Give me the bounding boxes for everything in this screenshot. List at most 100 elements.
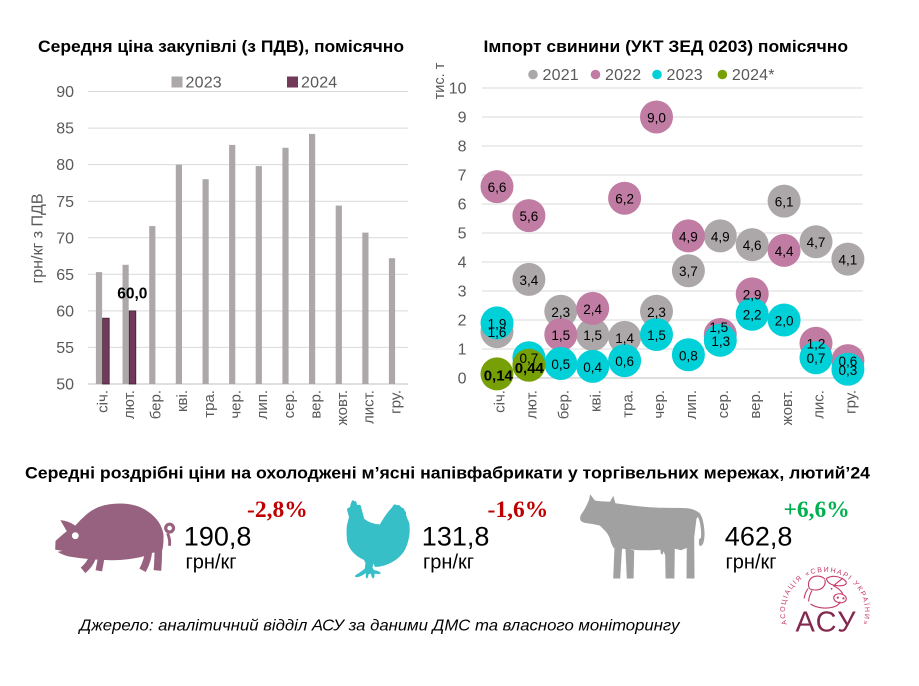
svg-text:1,5: 1,5 xyxy=(647,328,666,343)
svg-text:6,2: 6,2 xyxy=(615,192,634,207)
svg-text:1,4: 1,4 xyxy=(615,331,634,346)
svg-text:8: 8 xyxy=(458,139,467,156)
svg-text:9,0: 9,0 xyxy=(647,111,666,126)
svg-text:2,3: 2,3 xyxy=(647,305,666,320)
svg-text:бер.: бер. xyxy=(556,390,573,419)
svg-text:бер.: бер. xyxy=(148,390,165,419)
svg-text:1,6: 1,6 xyxy=(488,325,507,340)
svg-text:0,6: 0,6 xyxy=(615,354,634,369)
svg-text:4,9: 4,9 xyxy=(679,229,698,244)
svg-text:1,9: 1,9 xyxy=(488,316,507,331)
svg-text:4,6: 4,6 xyxy=(743,238,762,253)
svg-text:2024*: 2024* xyxy=(732,67,775,84)
svg-text:90: 90 xyxy=(56,84,74,101)
svg-text:0,8: 0,8 xyxy=(679,348,698,363)
svg-text:лист.: лист. xyxy=(361,390,378,424)
svg-text:гру.: гру. xyxy=(843,390,860,414)
svg-text:5: 5 xyxy=(458,226,467,243)
svg-text:4,1: 4,1 xyxy=(839,253,858,268)
svg-text:1,2: 1,2 xyxy=(807,337,826,352)
svg-text:1: 1 xyxy=(458,342,467,359)
svg-text:2,3: 2,3 xyxy=(551,305,570,320)
svg-text:5,6: 5,6 xyxy=(520,209,539,224)
svg-text:Середня ціна закупівлі (з ПДВ): Середня ціна закупівлі (з ПДВ), помісячн… xyxy=(38,37,404,56)
svg-text:6,1: 6,1 xyxy=(775,195,794,210)
svg-text:2024: 2024 xyxy=(301,75,337,92)
svg-text:2021: 2021 xyxy=(543,67,579,84)
svg-text:лип.: лип. xyxy=(254,390,271,419)
svg-text:1,5: 1,5 xyxy=(583,328,602,343)
svg-text:грн/кг: грн/кг xyxy=(423,552,474,574)
svg-text:тис. т: тис. т xyxy=(432,62,448,99)
svg-text:лис.: лис. xyxy=(811,390,828,419)
svg-text:Джерело: аналітичний відділ АС: Джерело: аналітичний відділ АСУ за даним… xyxy=(77,618,680,635)
svg-text:грн/кг: грн/кг xyxy=(186,552,237,574)
svg-text:лют.: лют. xyxy=(524,390,541,419)
svg-text:2,4: 2,4 xyxy=(583,302,602,317)
svg-text:1,5: 1,5 xyxy=(551,328,570,343)
svg-text:грн/кг з ПДВ: грн/кг з ПДВ xyxy=(30,193,47,283)
svg-text:-2,8%: -2,8% xyxy=(247,497,308,523)
svg-text:2023: 2023 xyxy=(186,75,222,92)
svg-text:85: 85 xyxy=(56,121,74,138)
svg-text:жовт.: жовт. xyxy=(334,390,351,425)
svg-text:0,7: 0,7 xyxy=(807,351,826,366)
svg-text:65: 65 xyxy=(56,267,74,284)
svg-text:0,7: 0,7 xyxy=(520,351,539,366)
svg-text:0,5: 0,5 xyxy=(551,357,570,372)
svg-text:2,2: 2,2 xyxy=(743,308,762,323)
svg-text:грн/кг: грн/кг xyxy=(726,552,777,574)
svg-text:131,8: 131,8 xyxy=(422,521,490,551)
svg-text:2,9: 2,9 xyxy=(743,287,762,302)
svg-text:60: 60 xyxy=(56,304,74,321)
svg-text:кві.: кві. xyxy=(587,390,604,412)
svg-text:4,7: 4,7 xyxy=(807,235,826,250)
svg-text:0: 0 xyxy=(458,371,467,388)
svg-text:тра.: тра. xyxy=(201,390,218,418)
svg-text:0,44: 0,44 xyxy=(515,360,545,377)
svg-text:Середні роздрібні ціни на охол: Середні роздрібні ціни на охолоджені м’я… xyxy=(25,464,871,483)
svg-text:190,8: 190,8 xyxy=(184,521,252,551)
svg-text:3: 3 xyxy=(458,284,467,301)
svg-text:1,5: 1,5 xyxy=(709,320,728,335)
svg-text:10: 10 xyxy=(449,81,467,98)
svg-text:вер.: вер. xyxy=(307,390,324,419)
svg-text:0,3: 0,3 xyxy=(839,363,858,378)
svg-text:4: 4 xyxy=(458,255,467,272)
svg-text:лип.: лип. xyxy=(683,390,700,419)
svg-text:9: 9 xyxy=(458,110,467,127)
svg-text:55: 55 xyxy=(56,340,74,357)
svg-text:3,4: 3,4 xyxy=(520,273,539,288)
svg-text:70: 70 xyxy=(56,230,74,247)
svg-text:4,9: 4,9 xyxy=(711,229,730,244)
svg-text:АСУ: АСУ xyxy=(796,607,857,639)
svg-text:0,14: 0,14 xyxy=(484,367,514,384)
svg-text:6,6: 6,6 xyxy=(488,180,507,195)
svg-text:0,6: 0,6 xyxy=(839,354,858,369)
svg-text:сер.: сер. xyxy=(281,390,298,418)
svg-text:3,7: 3,7 xyxy=(679,264,698,279)
svg-text:жовт.: жовт. xyxy=(779,390,796,425)
svg-text:1,3: 1,3 xyxy=(711,334,730,349)
svg-text:тра.: тра. xyxy=(619,390,636,418)
svg-text:2: 2 xyxy=(458,313,467,330)
svg-text:+6,6%: +6,6% xyxy=(784,497,850,523)
svg-text:січ.: січ. xyxy=(492,390,509,413)
svg-text:7: 7 xyxy=(458,168,467,185)
svg-text:Імпорт свинини (УКТ ЗЕД 0203): Імпорт свинини (УКТ ЗЕД 0203) помісячно xyxy=(484,37,849,56)
svg-text:50: 50 xyxy=(56,377,74,394)
svg-text:4,4: 4,4 xyxy=(775,244,794,259)
svg-text:6: 6 xyxy=(458,197,467,214)
svg-text:2023: 2023 xyxy=(667,67,703,84)
svg-text:-1,6%: -1,6% xyxy=(488,497,549,523)
svg-text:60,0: 60,0 xyxy=(117,286,147,303)
svg-text:80: 80 xyxy=(56,157,74,174)
svg-text:чер.: чер. xyxy=(228,390,245,419)
svg-text:462,8: 462,8 xyxy=(725,521,793,551)
svg-text:січ.: січ. xyxy=(94,390,111,413)
svg-text:2,0: 2,0 xyxy=(775,314,794,329)
svg-text:кві.: кві. xyxy=(174,390,191,412)
svg-text:вер.: вер. xyxy=(747,390,764,419)
svg-text:2022: 2022 xyxy=(605,67,641,84)
svg-text:0,4: 0,4 xyxy=(583,360,602,375)
